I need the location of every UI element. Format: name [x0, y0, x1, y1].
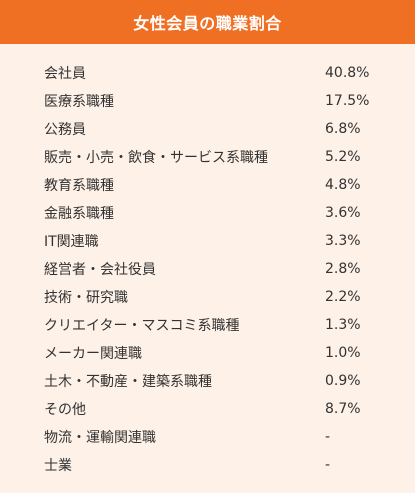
- panel-title: 女性会員の職業割合: [0, 0, 415, 44]
- list-item: 医療系職種 17.5%: [0, 87, 415, 115]
- list-item: 販売・小売・飲食・サービス系職種 5.2%: [0, 143, 415, 171]
- list-item: クリエイター・マスコミ系職種 1.3%: [0, 311, 415, 339]
- occupation-label: 教育系職種: [44, 178, 114, 194]
- occupation-percent: 3.3%: [325, 233, 361, 249]
- occupation-label: 金融系職種: [44, 206, 114, 222]
- occupation-percent: 2.2%: [325, 289, 361, 305]
- occupation-label: 販売・小売・飲食・サービス系職種: [44, 150, 268, 166]
- list-item: 物流・運輸関連職 -: [0, 423, 415, 451]
- occupation-label: メーカー関連職: [44, 346, 142, 362]
- occupation-percent: 1.3%: [325, 317, 361, 333]
- occupation-percent: -: [325, 429, 331, 445]
- occupation-label: クリエイター・マスコミ系職種: [44, 318, 240, 334]
- occupation-label: 土木・不動産・建築系職種: [44, 374, 212, 390]
- occupation-percent: 2.8%: [325, 261, 361, 277]
- occupation-percent: 40.8%: [325, 65, 370, 81]
- list-item: 公務員 6.8%: [0, 115, 415, 143]
- list-item: メーカー関連職 1.0%: [0, 339, 415, 367]
- occupation-label: その他: [44, 402, 86, 418]
- list-item: 土木・不動産・建築系職種 0.9%: [0, 367, 415, 395]
- occupation-label: 技術・研究職: [44, 290, 128, 306]
- list-item: 会社員 40.8%: [0, 59, 415, 87]
- list-item: その他 8.7%: [0, 395, 415, 423]
- occupation-label: 士業: [44, 458, 72, 474]
- occupation-percent: 0.9%: [325, 373, 361, 389]
- occupation-percent: 1.0%: [325, 345, 361, 361]
- occupation-label: 経営者・会社役員: [44, 262, 156, 278]
- occupation-label: IT関連職: [44, 234, 99, 250]
- occupation-label: 公務員: [44, 122, 86, 138]
- list-item: 技術・研究職 2.2%: [0, 283, 415, 311]
- occupation-percent: 17.5%: [325, 93, 370, 109]
- list-item: 教育系職種 4.8%: [0, 171, 415, 199]
- occupation-label: 医療系職種: [44, 94, 114, 110]
- occupation-percent: -: [325, 457, 331, 473]
- occupation-list: 会社員 40.8% 医療系職種 17.5% 公務員 6.8% 販売・小売・飲食・…: [0, 44, 415, 479]
- list-item: 士業 -: [0, 451, 415, 479]
- occupation-label: 物流・運輸関連職: [44, 430, 156, 446]
- occupation-percent: 6.8%: [325, 121, 361, 137]
- list-item: IT関連職 3.3%: [0, 227, 415, 255]
- list-item: 経営者・会社役員 2.8%: [0, 255, 415, 283]
- list-item: 金融系職種 3.6%: [0, 199, 415, 227]
- occupation-percent: 8.7%: [325, 401, 361, 417]
- occupation-label: 会社員: [44, 66, 86, 82]
- occupation-percent: 4.8%: [325, 177, 361, 193]
- occupation-percent: 5.2%: [325, 149, 361, 165]
- occupation-percent: 3.6%: [325, 205, 361, 221]
